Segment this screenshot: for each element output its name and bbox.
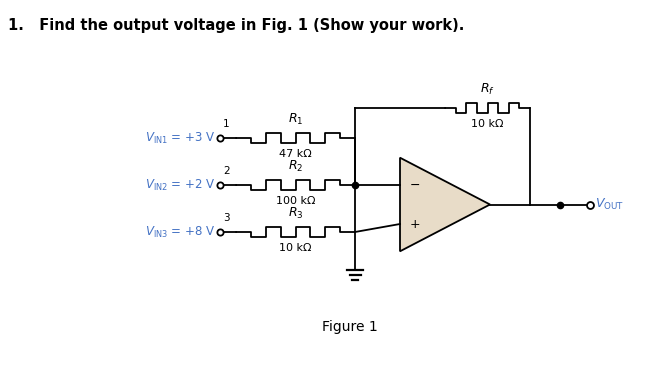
- Polygon shape: [400, 158, 490, 251]
- Text: 2: 2: [223, 166, 229, 176]
- Text: $R_1$: $R_1$: [288, 112, 303, 127]
- Text: 100 kΩ: 100 kΩ: [276, 196, 315, 206]
- Text: $V_{\mathrm{IN1}}$ = +3 V: $V_{\mathrm{IN1}}$ = +3 V: [145, 130, 216, 146]
- Text: Figure 1: Figure 1: [322, 320, 378, 334]
- Text: $V_{\mathrm{OUT}}$: $V_{\mathrm{OUT}}$: [595, 197, 624, 212]
- Text: +: +: [410, 218, 420, 230]
- Text: −: −: [410, 178, 420, 192]
- Text: 3: 3: [223, 213, 229, 223]
- Text: 10 kΩ: 10 kΩ: [279, 243, 312, 253]
- Text: 1.   Find the output voltage in Fig. 1 (Show your work).: 1. Find the output voltage in Fig. 1 (Sh…: [8, 18, 465, 33]
- Text: 47 kΩ: 47 kΩ: [279, 149, 312, 159]
- Text: 10 kΩ: 10 kΩ: [471, 119, 504, 129]
- Text: $V_{\mathrm{IN3}}$ = +8 V: $V_{\mathrm{IN3}}$ = +8 V: [145, 225, 216, 240]
- Text: $R_3$: $R_3$: [288, 206, 303, 221]
- Text: $R_2$: $R_2$: [288, 159, 303, 174]
- Text: 1: 1: [223, 119, 229, 129]
- Text: $V_{\mathrm{IN2}}$ = +2 V: $V_{\mathrm{IN2}}$ = +2 V: [145, 178, 216, 193]
- Text: $R_f$: $R_f$: [480, 82, 495, 97]
